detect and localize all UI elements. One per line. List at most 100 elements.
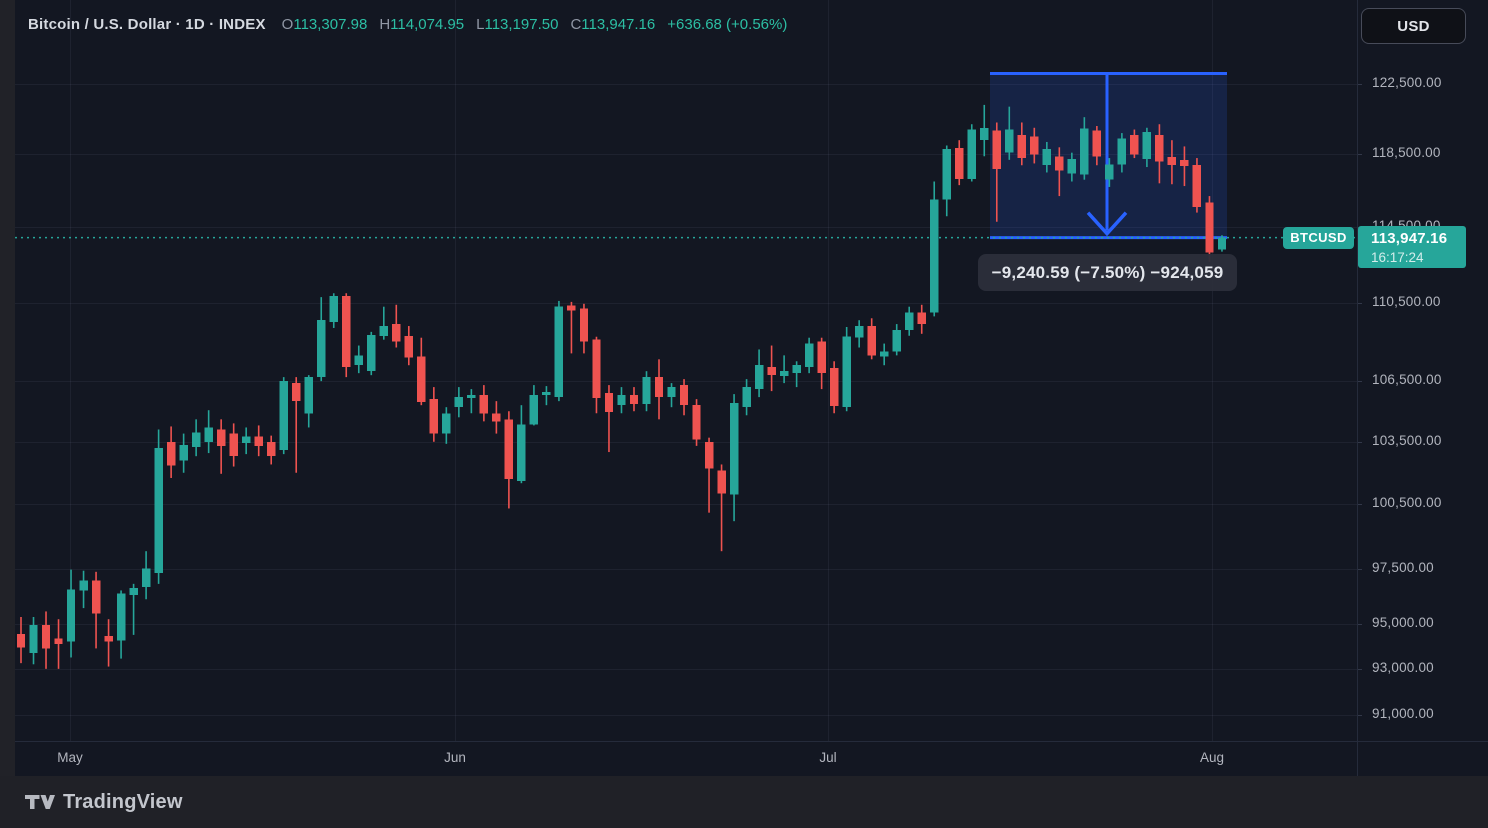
candle-body — [942, 149, 951, 200]
candle-body — [267, 441, 276, 457]
candle-body — [279, 381, 288, 450]
candle-body — [779, 371, 789, 377]
candle-body — [66, 589, 76, 642]
ohlc-close: C113,947.16 — [570, 15, 656, 33]
candle-body — [1017, 134, 1026, 159]
axis-corner-separator — [1357, 741, 1358, 776]
price-axis-tick — [1358, 381, 1362, 383]
symbol-title[interactable]: Bitcoin / U.S. Dollar · 1D · INDEX — [28, 15, 266, 33]
candle-body — [892, 329, 901, 352]
candle-body — [367, 334, 376, 372]
candle-body — [329, 296, 338, 323]
candle-body — [1180, 159, 1189, 167]
candle-body — [504, 419, 514, 480]
time-axis-label-may[interactable]: May — [57, 750, 83, 765]
candle-body — [379, 326, 388, 336]
candle-body — [229, 433, 238, 457]
price-line-symbol-badge: BTCUSD — [1283, 226, 1354, 249]
candle-body — [1080, 128, 1089, 175]
candle-body — [179, 444, 188, 461]
candle-body — [729, 403, 739, 495]
candle-body — [241, 436, 251, 443]
candle-body — [1005, 129, 1014, 153]
candle-body — [79, 580, 88, 591]
tradingview-brand-text[interactable]: TradingView — [63, 790, 183, 813]
candle-body — [529, 395, 539, 425]
candlestick-chart[interactable] — [0, 0, 1357, 741]
candle-body — [967, 129, 976, 179]
price-axis-label: 103,500.00 — [1372, 432, 1442, 448]
candle-body — [917, 312, 926, 325]
candle-body — [617, 395, 626, 406]
candle-body — [154, 447, 163, 573]
price-axis-label: 93,000.00 — [1372, 659, 1434, 675]
candle-body — [692, 405, 701, 440]
measure-box[interactable] — [990, 72, 1227, 240]
candle-body — [767, 367, 776, 376]
candle-body — [91, 580, 101, 614]
price-axis-tick — [1358, 504, 1362, 506]
price-change: +636.68 (+0.56%) — [667, 15, 788, 33]
time-axis[interactable]: May Jun Jul Aug — [15, 741, 1488, 776]
candle-body — [1217, 237, 1227, 250]
candle-body — [29, 624, 38, 653]
price-axis-label: 95,000.00 — [1372, 614, 1434, 630]
candle-body — [304, 377, 313, 414]
candle-body — [429, 399, 439, 434]
price-axis[interactable]: 122,500.00118,500.00114,500.00110,500.00… — [1357, 0, 1488, 741]
candle-body — [592, 339, 601, 399]
symbol-header: Bitcoin / U.S. Dollar · 1D · INDEX O113,… — [28, 0, 787, 48]
candle-body — [867, 326, 876, 356]
ohlc-high: H114,074.95 — [379, 15, 465, 33]
candle-body — [879, 351, 889, 357]
candle-body — [955, 148, 964, 179]
candle-body — [742, 387, 751, 408]
candle-body — [467, 395, 476, 399]
price-axis-label: 100,500.00 — [1372, 495, 1442, 511]
time-axis-label-jun[interactable]: Jun — [444, 750, 466, 765]
candle-body — [104, 636, 113, 642]
candle-body — [1205, 202, 1214, 253]
time-axis-label-jul[interactable]: Jul — [819, 750, 837, 765]
candle-body — [1155, 134, 1164, 162]
candle-body — [342, 296, 351, 368]
candle-body — [191, 432, 201, 447]
candle-body — [667, 387, 676, 398]
tradingview-logo-icon[interactable] — [25, 788, 55, 816]
price-axis-tick — [1358, 668, 1362, 670]
time-axis-label-aug[interactable]: Aug — [1199, 750, 1225, 765]
candle-body — [579, 308, 589, 342]
price-axis-tick — [1358, 568, 1362, 570]
candle-body — [792, 365, 801, 374]
candle-body — [717, 470, 726, 494]
candle-body — [492, 413, 501, 422]
candle-body — [1117, 138, 1127, 165]
measure-arrow-icon — [1086, 211, 1128, 237]
measure-tooltip: −9,240.59 (−7.50%) −924,059 — [978, 254, 1237, 291]
candle-body — [854, 326, 864, 338]
candle-body — [804, 343, 814, 368]
price-axis-label: 110,500.00 — [1372, 293, 1441, 309]
left-toolbar-strip — [0, 0, 15, 776]
candle-body — [392, 324, 401, 342]
candle-body — [404, 335, 414, 358]
candle-body — [1055, 156, 1064, 171]
candle-body — [454, 397, 464, 408]
bar-countdown: 16:17:24 — [1371, 249, 1424, 265]
candle-body — [817, 341, 826, 374]
price-axis-label: 118,500.00 — [1372, 145, 1441, 161]
candle-body — [704, 441, 714, 469]
footer-bar: TradingView — [0, 776, 1488, 828]
candle-body — [129, 588, 138, 595]
price-axis-label: 122,500.00 — [1372, 75, 1442, 90]
price-axis-tick — [1358, 302, 1362, 304]
candle-body — [542, 392, 551, 396]
ohlc-low: L113,197.50 — [476, 15, 559, 33]
price-axis-tick — [1358, 623, 1362, 625]
candle-body — [116, 593, 126, 641]
candle-body — [216, 429, 226, 446]
candle-body — [554, 306, 564, 398]
candle-body — [354, 355, 363, 366]
currency-toggle-button[interactable]: USD — [1361, 8, 1466, 44]
